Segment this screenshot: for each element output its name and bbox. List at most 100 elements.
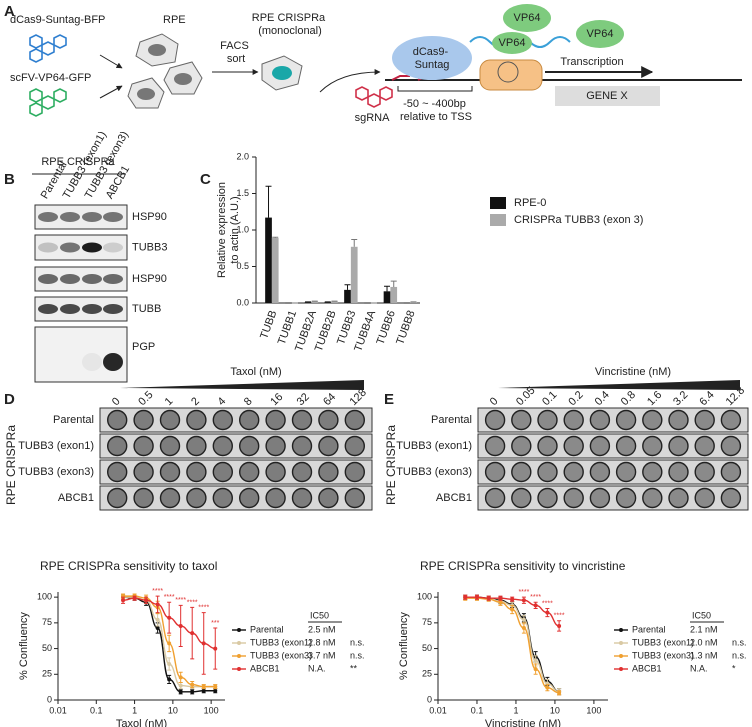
well	[291, 461, 313, 483]
well	[511, 487, 532, 509]
step-line: FACS	[220, 40, 249, 52]
well	[212, 409, 234, 431]
dcas9-line: Suntag	[415, 59, 450, 71]
well	[694, 461, 715, 483]
y-tick-label: 75	[422, 617, 432, 627]
step-label: FACS sort	[220, 40, 252, 65]
y-tick-label: 25	[422, 669, 432, 679]
concentration-label: 64	[321, 391, 338, 408]
concentration-label: 0.8	[619, 389, 638, 408]
legend-marker	[237, 628, 241, 632]
protein-cluster	[29, 88, 67, 117]
point	[521, 617, 526, 622]
point	[167, 615, 172, 620]
polymerase	[479, 59, 543, 91]
well	[563, 461, 584, 483]
band	[82, 353, 102, 371]
row-label: TUBB3 (exon3)	[18, 466, 94, 478]
well	[291, 409, 313, 431]
well	[133, 409, 154, 431]
well	[238, 435, 260, 457]
row-label: Parental	[53, 414, 94, 426]
significance: n.s.	[732, 637, 747, 647]
legend-header: IC50	[310, 610, 329, 620]
significance-mark: ***	[211, 620, 219, 627]
legend-marker	[237, 654, 241, 658]
x-axis-label: Vincristine (nM)	[485, 718, 561, 727]
band	[60, 304, 80, 314]
charts: Parental TUBB3 (exon1) TUBB3 (exon3) ABCB1 H…	[4, 129, 749, 727]
step-line: sort	[227, 53, 245, 65]
well	[265, 435, 286, 457]
point	[521, 626, 526, 630]
significance-mark: ****	[152, 588, 163, 595]
well	[159, 487, 181, 509]
row-label: Parental	[431, 414, 472, 426]
blot-label: HSP90	[132, 211, 167, 223]
band	[38, 304, 58, 314]
panel-label: D	[4, 391, 15, 408]
x-tick-label: 0.1	[471, 705, 484, 715]
legend-label: Parental	[250, 624, 284, 634]
bar	[410, 302, 417, 303]
well	[186, 409, 207, 431]
point	[132, 596, 137, 601]
bar	[344, 289, 351, 303]
legend-label: TUBB3 (exon1)	[632, 637, 694, 647]
significance: *	[732, 663, 736, 673]
construct-label: dCas9-Suntag-BFP	[10, 14, 105, 26]
drug-label: Taxol (nM)	[230, 366, 281, 378]
band	[38, 274, 58, 284]
ic50-value: 2.1 nM	[690, 624, 718, 634]
y-tick-label: 1.0	[236, 224, 249, 234]
well	[212, 487, 234, 509]
bar	[383, 291, 391, 303]
y-axis-label: to actin (A.U.)	[229, 196, 241, 263]
error-bar	[351, 238, 358, 247]
legend-swatch	[490, 197, 506, 209]
significance-mark: ****	[530, 594, 541, 601]
chart-title: RPE CRISPRa sensitivity to taxol	[40, 559, 217, 573]
significance-mark: ****	[175, 597, 186, 604]
concentration-label: 0.4	[593, 389, 612, 408]
band	[60, 212, 80, 222]
bar	[311, 301, 319, 303]
gradient-wedge	[498, 380, 740, 390]
concentration-label: 0.5	[136, 389, 155, 408]
point	[190, 682, 195, 687]
point	[178, 623, 183, 628]
point	[213, 688, 218, 693]
legend-label: CRISPRa TUBB3 (exon 3)	[514, 214, 643, 226]
well	[615, 409, 637, 431]
y-tick-label: 25	[42, 669, 52, 679]
band	[103, 274, 123, 284]
panel-label: E	[384, 391, 394, 408]
band	[60, 242, 80, 253]
y-tick-label: 50	[422, 643, 432, 653]
x-tick-label: 0.1	[90, 705, 103, 715]
row-label: TUBB3 (exon1)	[18, 440, 94, 452]
significance-mark: ****	[554, 613, 565, 620]
point	[510, 607, 515, 612]
row-label: ABCB1	[58, 492, 94, 504]
band	[82, 304, 102, 314]
well	[720, 487, 742, 509]
transcription-label: Transcription	[560, 56, 623, 68]
significance-mark: ****	[542, 600, 553, 607]
well	[537, 435, 558, 457]
vp64-label: VP64	[514, 12, 541, 24]
bar	[271, 238, 279, 303]
drug-label: Vincristine (nM)	[595, 366, 671, 378]
point	[201, 688, 206, 693]
significance-mark: ****	[518, 589, 529, 596]
blot-label: TUBB	[132, 303, 161, 315]
legend-label: TUBB3 (exon3)	[250, 650, 312, 660]
well	[318, 461, 339, 483]
significance-mark: ****	[198, 604, 209, 611]
point	[533, 667, 538, 672]
y-tick-label: 0.0	[236, 297, 249, 307]
significance: n.s.	[732, 650, 747, 660]
significance-mark: ****	[187, 599, 198, 606]
y-tick-label: 75	[42, 617, 52, 627]
well	[133, 487, 154, 509]
